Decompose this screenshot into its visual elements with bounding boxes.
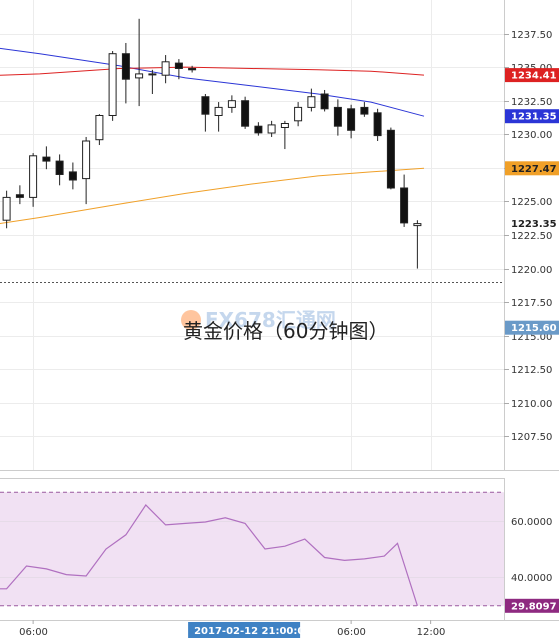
candle-body [29, 155, 38, 198]
time-badge-label: 2017-02-12 21:00:00 [194, 626, 311, 637]
moving-average-line [0, 66, 425, 76]
main-grid [0, 0, 504, 470]
price-badge-box [505, 109, 559, 124]
candle-body [294, 106, 303, 122]
indicator-current-badge: 29.8097 [505, 598, 559, 613]
time-crosshair-badge: 2017-02-12 21:00:00 [188, 622, 311, 638]
watermark-text: FX678汇通网 [205, 308, 336, 332]
candle-body [360, 106, 369, 115]
time-tick-label: 12:00 [417, 627, 446, 638]
candle-body [82, 140, 91, 180]
price-badge-label: 1223.35 [511, 219, 557, 230]
price-badges: 1234.41 1231.35 1227.47 1223.35 1215.60 [505, 68, 559, 335]
watermark-logo-icon [181, 310, 201, 330]
moving-average-line [0, 167, 425, 225]
price-badge-label: 1234.41 [511, 71, 557, 82]
candle-body [15, 194, 24, 198]
indicator-badge-label: 29.8097 [511, 601, 557, 612]
main-y-tick-label: 1222.50 [511, 231, 552, 242]
candle-body [241, 100, 250, 127]
candle-body [400, 187, 409, 224]
candle-body [347, 108, 356, 131]
candle-body [254, 125, 263, 134]
moving-average-lines [0, 47, 425, 225]
main-y-tick-label: 1220.00 [511, 265, 552, 276]
candle-body [320, 93, 329, 110]
price-badge-label: 1227.47 [511, 164, 557, 175]
main-y-tick-label: 1230.00 [511, 130, 552, 141]
price-badge-label: 1215.60 [511, 323, 557, 334]
indicator-badge-box [505, 598, 559, 613]
candle-body [55, 160, 64, 176]
indicator-line [0, 504, 418, 606]
main-y-tick-label: 1237.50 [511, 30, 552, 41]
watermark: FX678汇通网 [181, 308, 336, 332]
candle-body [373, 112, 382, 137]
price-badge-box [505, 320, 559, 335]
candle-body [174, 62, 183, 69]
price-badge-box [505, 161, 559, 176]
main-y-tick-label: 1217.50 [511, 298, 552, 309]
candle-body [108, 53, 117, 116]
indicator-y-tick-label: 40.0000 [511, 573, 552, 584]
indicator-y-axis-ticks: 40.0000 60.0000 [511, 517, 552, 584]
main-y-tick-label: 1225.00 [511, 197, 552, 208]
candle-body [68, 171, 77, 181]
indicator-band [0, 492, 504, 606]
main-y-tick-label: 1210.00 [511, 399, 552, 410]
main-y-tick-label: 1215.00 [511, 332, 552, 343]
candle-body [121, 53, 130, 80]
candle-body [42, 156, 51, 162]
moving-average-line [0, 47, 425, 117]
candle-body [135, 73, 144, 79]
candle-body [227, 100, 236, 108]
candlestick-series [2, 18, 422, 269]
candle-body [214, 106, 223, 117]
price-badge-box [505, 68, 559, 83]
time-tick-label: 06:00 [19, 627, 48, 638]
price-badge-label: 1231.35 [511, 112, 557, 123]
candle-body [333, 106, 342, 127]
candle-body [148, 73, 157, 76]
main-y-tick-label: 1207.50 [511, 432, 552, 443]
candle-body [386, 129, 395, 189]
candle-body [280, 123, 289, 128]
time-badge-box [188, 622, 301, 638]
candle-body [201, 96, 210, 115]
main-y-tick-label: 1232.50 [511, 97, 552, 108]
candle-body [188, 68, 197, 71]
main-y-axis-ticks: 1207.50 1210.00 1212.50 1215.00 1217.50 1220.… [504, 30, 552, 443]
candle-body [267, 124, 276, 134]
candle-body [413, 223, 422, 227]
time-tick-label: 06:00 [337, 627, 366, 638]
chart-title: 黄金价格（60分钟图） [183, 319, 388, 343]
time-axis: 06:00 06:00 12:00 [19, 620, 445, 638]
candle-body [307, 96, 316, 108]
candle-body [2, 196, 11, 221]
price-badge-box [505, 216, 559, 231]
main-y-tick-label: 1212.50 [511, 365, 552, 376]
indicator-y-tick-label: 60.0000 [511, 517, 552, 528]
candle-body [161, 61, 170, 76]
candle-body [95, 115, 104, 141]
indicator-grid [0, 521, 504, 578]
